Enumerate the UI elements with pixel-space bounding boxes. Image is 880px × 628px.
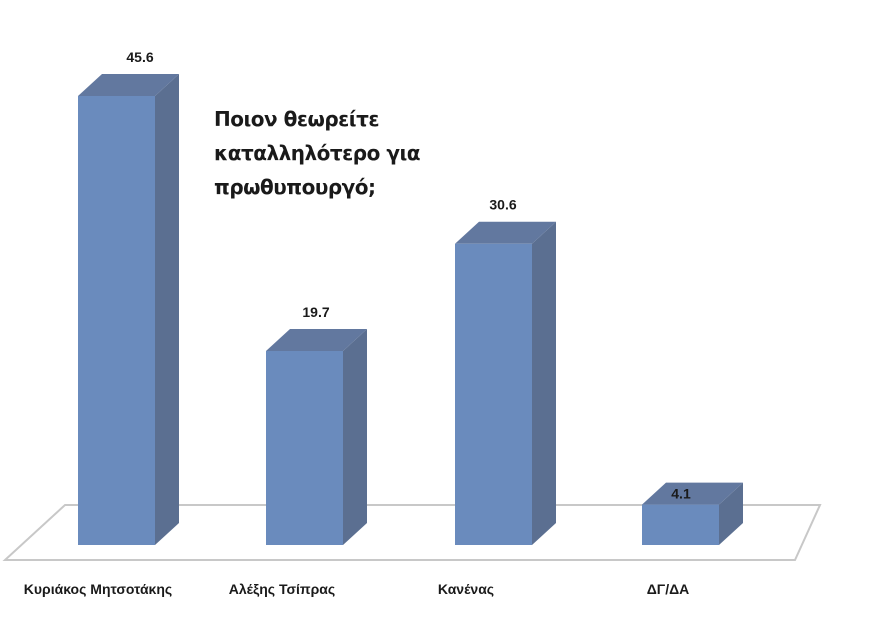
bar-top [642, 482, 743, 505]
bar: 4.1 ΔΓ/ΔΑ [642, 482, 743, 597]
bar-front [642, 504, 719, 545]
category-label: Κυριάκος Μητσοτάκης [24, 581, 172, 597]
bar-side [343, 329, 367, 545]
value-label: 4.1 [671, 486, 691, 502]
chart-title: Ποιον θεωρείτε καταλληλότερο για πρωθυπο… [214, 107, 420, 199]
bar-top [455, 221, 556, 244]
category-label: Αλέξης Τσίπρας [229, 581, 335, 597]
bar-side [155, 74, 179, 545]
bar-front [78, 96, 155, 545]
bar-side [719, 482, 743, 545]
category-label: ΔΓ/ΔΑ [647, 581, 690, 597]
bar: 19.7 Αλέξης Τσίπρας [229, 304, 367, 597]
bar: 45.6 Κυριάκος Μητσοτάκης [24, 49, 179, 597]
value-label: 19.7 [302, 304, 329, 320]
value-label: 30.6 [489, 197, 516, 213]
bar-top [266, 329, 367, 352]
category-label: Κανένας [438, 581, 494, 597]
bar-top [78, 74, 179, 96]
bar-front [455, 243, 532, 545]
bar-front [266, 351, 343, 545]
value-label: 45.6 [126, 49, 153, 65]
bar-side [532, 221, 556, 545]
bar: 30.6 Κανένας [438, 197, 556, 597]
chart-floor [2, 504, 822, 561]
